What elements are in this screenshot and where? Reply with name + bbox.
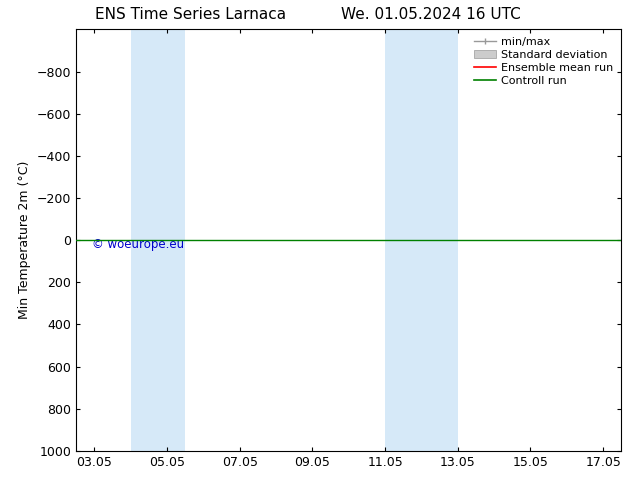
Bar [385, 29, 458, 451]
Text: © woeurope.eu: © woeurope.eu [93, 238, 184, 251]
Y-axis label: Min Temperature 2m (°C): Min Temperature 2m (°C) [18, 161, 31, 319]
Legend: min/max, Standard deviation, Ensemble mean run, Controll run: min/max, Standard deviation, Ensemble me… [469, 33, 618, 90]
Text: We. 01.05.2024 16 UTC: We. 01.05.2024 16 UTC [341, 7, 521, 23]
Bar [131, 29, 185, 451]
Text: ENS Time Series Larnaca: ENS Time Series Larnaca [94, 7, 286, 23]
